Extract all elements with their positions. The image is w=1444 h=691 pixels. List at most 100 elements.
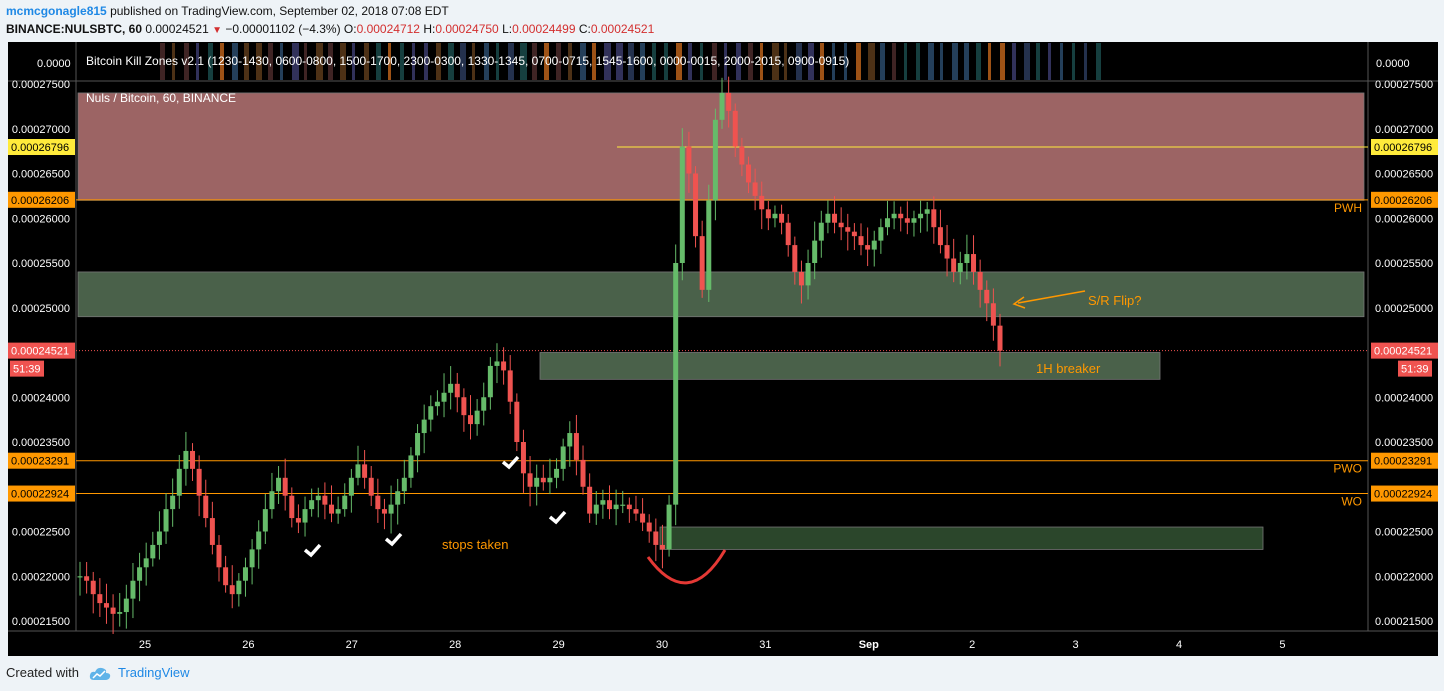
candle-body (355, 464, 361, 478)
killzone-bar (376, 43, 381, 80)
candle-body (745, 164, 751, 183)
price-tag-right-text: 0.00022924 (1374, 489, 1432, 501)
candle-body (494, 361, 500, 366)
killzone-bar (952, 43, 958, 80)
killzone-bar (364, 43, 369, 80)
candle-body (381, 509, 387, 514)
candle-body (362, 464, 368, 478)
killzone-bar (340, 43, 346, 80)
candles (77, 76, 1003, 634)
candle-body (368, 477, 374, 496)
killzone-bar (760, 43, 763, 80)
checkmark-icon (501, 455, 520, 470)
y-tick-label-right: 0.00021500 (1375, 616, 1433, 628)
killzone-bar (688, 43, 692, 80)
candle-body (448, 383, 454, 393)
candle-body (90, 580, 96, 595)
killzone-bar (964, 43, 969, 80)
candle-body (388, 504, 394, 514)
candle-body (123, 598, 129, 613)
candle-body (163, 509, 169, 532)
price-tag-right-text: 0.00024521 (1374, 346, 1432, 358)
candle-body (295, 518, 301, 523)
close-label: C: (578, 22, 591, 36)
candle-body (865, 245, 871, 250)
author-link[interactable]: mcmcgonagle815 (6, 4, 107, 18)
x-tick-label: 3 (1073, 639, 1079, 651)
candle-body (249, 549, 255, 568)
killzone-bar (724, 43, 727, 80)
open-label: O: (343, 22, 357, 36)
killzone-bar (256, 43, 262, 80)
candle-body (851, 231, 857, 237)
price-tag-right-text: 0.00026796 (1374, 142, 1432, 154)
killzone-bar (1012, 43, 1016, 80)
open-value: 0.00024712 (356, 22, 420, 36)
price-tag-left-text: 0.00024521 (11, 346, 69, 358)
candle-body (719, 92, 725, 120)
candle-body (520, 442, 526, 474)
y-axis-ticks: 0.00027500 0.00027500 0.00027000 0.00027000… (12, 79, 1433, 628)
candle-body (269, 491, 275, 510)
killzone-bar (196, 43, 199, 80)
price-tag-left (8, 139, 75, 156)
candle-body (156, 531, 162, 545)
symbol-label[interactable]: BINANCE:NULSBTC, 60 (6, 22, 143, 36)
candle-body (203, 495, 209, 519)
candle-body (342, 495, 348, 510)
y-tick-label-right: 0.00023500 (1375, 437, 1433, 449)
killzone-bar (268, 43, 273, 80)
price-tag-right-text: 0.00026206 (1374, 195, 1432, 207)
candle-body (825, 213, 831, 223)
tradingview-link[interactable]: TradingView (118, 665, 190, 680)
killzone-bar (604, 43, 611, 80)
y-tick-label-left: 0.00027000 (12, 124, 70, 136)
candle-body (461, 397, 467, 416)
killzone-bar (772, 43, 779, 80)
candle-body (137, 567, 143, 581)
candle-body (904, 218, 910, 223)
y-tick-label-left: 0.00023500 (12, 437, 70, 449)
killzone-bar (784, 43, 787, 80)
price-tags: 0.00026796 0.00026796 0.00026206 0.00026206… (8, 139, 1438, 502)
indicator-value-left: 0.0000 (37, 58, 71, 70)
candle-body (931, 209, 937, 228)
publish-line: mcmcgonagle815 published on TradingView.… (6, 4, 449, 18)
candle-body (256, 531, 262, 550)
candle-body (593, 504, 599, 514)
checkmark-icon (384, 532, 403, 547)
candle-body (554, 468, 560, 478)
candle-body (653, 531, 659, 545)
candle-body (772, 213, 778, 219)
candle-body (858, 236, 864, 246)
killzone-bar (580, 43, 586, 80)
killzone-bar (484, 43, 489, 80)
candle-body (421, 419, 427, 434)
killzone-bar (208, 43, 213, 80)
price-tag-left (8, 485, 75, 502)
candle-body (395, 491, 401, 505)
candle-body (898, 213, 904, 219)
x-tick-label: 26 (242, 639, 254, 651)
candle-body (964, 254, 970, 263)
killzone-bar (1084, 43, 1087, 80)
candle-body (666, 504, 672, 550)
sr-flip-label: S/R Flip? (1088, 293, 1141, 308)
candle-body (686, 146, 692, 174)
x-tick-label: 5 (1279, 639, 1285, 651)
candle-body (580, 459, 586, 487)
price-tag-left (8, 342, 75, 359)
x-tick-label: 4 (1176, 639, 1182, 651)
candle-body (752, 182, 758, 196)
y-tick-label-right: 0.00024000 (1375, 392, 1433, 404)
killzone-bar (448, 43, 454, 80)
candle-body (838, 222, 844, 228)
x-tick-label: 2 (969, 639, 975, 651)
candle-body (196, 468, 202, 496)
candle-body (600, 500, 606, 505)
killzone-bar (388, 43, 391, 80)
price-tag-right (1398, 360, 1432, 377)
candle-body (871, 240, 877, 250)
killzone-bar (676, 43, 682, 80)
